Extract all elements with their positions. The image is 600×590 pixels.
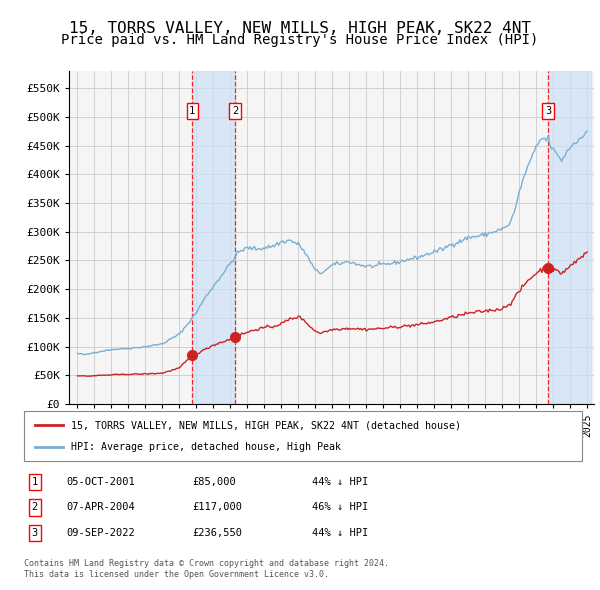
Text: 3: 3 [545,106,551,116]
Bar [192,71,235,404]
Text: 15, TORRS VALLEY, NEW MILLS, HIGH PEAK, SK22 4NT: 15, TORRS VALLEY, NEW MILLS, HIGH PEAK, … [69,21,531,35]
Text: £85,000: £85,000 [192,477,236,487]
Text: £117,000: £117,000 [192,503,242,512]
Text: 15, TORRS VALLEY, NEW MILLS, HIGH PEAK, SK22 4NT (detached house): 15, TORRS VALLEY, NEW MILLS, HIGH PEAK, … [71,420,461,430]
Text: 2: 2 [32,503,38,512]
Text: 44% ↓ HPI: 44% ↓ HPI [312,528,368,537]
FancyBboxPatch shape [24,411,582,461]
Text: 44% ↓ HPI: 44% ↓ HPI [312,477,368,487]
Text: This data is licensed under the Open Government Licence v3.0.: This data is licensed under the Open Gov… [24,571,329,579]
Text: HPI: Average price, detached house, High Peak: HPI: Average price, detached house, High… [71,442,341,453]
Text: 07-APR-2004: 07-APR-2004 [66,503,135,512]
Text: 05-OCT-2001: 05-OCT-2001 [66,477,135,487]
Text: £236,550: £236,550 [192,528,242,537]
Text: 3: 3 [32,528,38,537]
Text: 1: 1 [189,106,196,116]
Bar [548,71,590,404]
Text: Price paid vs. HM Land Registry's House Price Index (HPI): Price paid vs. HM Land Registry's House … [61,33,539,47]
Text: Contains HM Land Registry data © Crown copyright and database right 2024.: Contains HM Land Registry data © Crown c… [24,559,389,568]
Text: 46% ↓ HPI: 46% ↓ HPI [312,503,368,512]
Text: 2: 2 [232,106,238,116]
Text: 1: 1 [32,477,38,487]
Text: 09-SEP-2022: 09-SEP-2022 [66,528,135,537]
